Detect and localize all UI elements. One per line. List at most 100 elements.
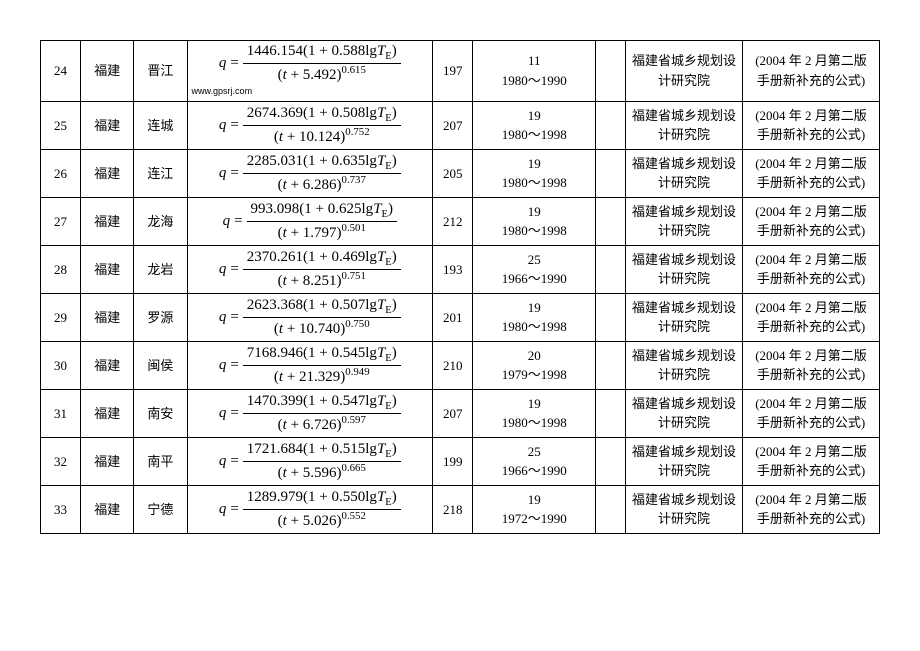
cell-city: 龙岩: [134, 245, 187, 293]
cell-city: 连城: [134, 101, 187, 149]
table-row: 25 福建 连城 q = 2674.369(1 + 0.508lgTE) (t …: [41, 101, 880, 149]
formula: q = 1470.399(1 + 0.547lgTE) (t + 6.726)0…: [192, 393, 428, 434]
denominator: (t + 5.492)0.615: [274, 64, 370, 84]
formula-table: 24 福建 晋江 q = 1446.154(1 + 0.588lgTE) (t …: [40, 40, 880, 534]
cell-index: 24: [41, 41, 81, 102]
cell-note: (2004 年 2 月第二版手册新补充的公式): [743, 197, 880, 245]
cell-index: 31: [41, 389, 81, 437]
cell-formula: q = 1721.684(1 + 0.515lgTE) (t + 5.596)0…: [187, 437, 432, 485]
equals-sign: =: [230, 258, 238, 281]
cell-note: (2004 年 2 月第二版手册新补充的公式): [743, 389, 880, 437]
numerator: 1446.154(1 + 0.588lgTE): [243, 43, 401, 64]
watermark-text: www.gpsrj.com: [192, 85, 428, 99]
cell-index: 26: [41, 149, 81, 197]
cell-index: 30: [41, 341, 81, 389]
cell-institute: 福建省城乡规划设计研究院: [625, 485, 742, 533]
cell-province: 福建: [81, 485, 134, 533]
formula-q: q: [223, 210, 231, 233]
cell-formula: q = 2285.031(1 + 0.635lgTE) (t + 6.286)0…: [187, 149, 432, 197]
equals-sign: =: [230, 498, 238, 521]
years-range: 1980～1990: [502, 73, 567, 88]
cell-index: 32: [41, 437, 81, 485]
cell-years: 19 1980～1998: [473, 149, 596, 197]
fraction: 2285.031(1 + 0.635lgTE) (t + 6.286)0.737: [243, 153, 401, 194]
years-range: 1979～1998: [502, 367, 567, 382]
formula-q: q: [219, 258, 227, 281]
years-count: 19: [528, 204, 541, 219]
equals-sign: =: [230, 402, 238, 425]
formula: q = 2370.261(1 + 0.469lgTE) (t + 8.251)0…: [192, 249, 428, 290]
cell-years: 19 1980～1998: [473, 293, 596, 341]
equals-sign: =: [234, 210, 242, 233]
numerator: 2285.031(1 + 0.635lgTE): [243, 153, 401, 174]
cell-empty: [596, 485, 626, 533]
cell-institute: 福建省城乡规划设计研究院: [625, 437, 742, 485]
denominator: (t + 1.797)0.501: [274, 222, 370, 242]
cell-province: 福建: [81, 341, 134, 389]
equals-sign: =: [230, 162, 238, 185]
cell-institute: 福建省城乡规划设计研究院: [625, 341, 742, 389]
cell-empty: [596, 41, 626, 102]
formula: q = 2623.368(1 + 0.507lgTE) (t + 10.740)…: [192, 297, 428, 338]
formula: q = 1446.154(1 + 0.588lgTE) (t + 5.492)0…: [192, 43, 428, 84]
fraction: 1289.979(1 + 0.550lgTE) (t + 5.026)0.552: [243, 489, 401, 530]
formula-q: q: [219, 450, 227, 473]
denominator: (t + 6.286)0.737: [274, 174, 370, 194]
cell-city: 连江: [134, 149, 187, 197]
cell-empty: [596, 389, 626, 437]
years-range: 1980～1998: [502, 127, 567, 142]
numerator: 1289.979(1 + 0.550lgTE): [243, 489, 401, 510]
table-row: 24 福建 晋江 q = 1446.154(1 + 0.588lgTE) (t …: [41, 41, 880, 102]
fraction: 2623.368(1 + 0.507lgTE) (t + 10.740)0.75…: [243, 297, 401, 338]
fraction: 993.098(1 + 0.625lgTE) (t + 1.797)0.501: [247, 201, 397, 242]
fraction: 2370.261(1 + 0.469lgTE) (t + 8.251)0.751: [243, 249, 401, 290]
table-row: 33 福建 宁德 q = 1289.979(1 + 0.550lgTE) (t …: [41, 485, 880, 533]
table-row: 28 福建 龙岩 q = 2370.261(1 + 0.469lgTE) (t …: [41, 245, 880, 293]
cell-province: 福建: [81, 41, 134, 102]
cell-value: 193: [433, 245, 473, 293]
denominator: (t + 6.726)0.597: [274, 414, 370, 434]
formula-q: q: [219, 52, 227, 75]
cell-province: 福建: [81, 245, 134, 293]
numerator: 2623.368(1 + 0.507lgTE): [243, 297, 401, 318]
cell-value: 199: [433, 437, 473, 485]
formula-q: q: [219, 306, 227, 329]
cell-empty: [596, 197, 626, 245]
cell-city: 宁德: [134, 485, 187, 533]
numerator: 1470.399(1 + 0.547lgTE): [243, 393, 401, 414]
years-count: 19: [528, 300, 541, 315]
cell-empty: [596, 293, 626, 341]
cell-index: 25: [41, 101, 81, 149]
years-count: 19: [528, 492, 541, 507]
equals-sign: =: [230, 306, 238, 329]
table-row: 26 福建 连江 q = 2285.031(1 + 0.635lgTE) (t …: [41, 149, 880, 197]
cell-note: (2004 年 2 月第二版手册新补充的公式): [743, 101, 880, 149]
cell-index: 27: [41, 197, 81, 245]
cell-province: 福建: [81, 197, 134, 245]
cell-value: 207: [433, 101, 473, 149]
cell-province: 福建: [81, 101, 134, 149]
cell-empty: [596, 101, 626, 149]
cell-value: 205: [433, 149, 473, 197]
cell-years: 25 1966～1990: [473, 245, 596, 293]
cell-years: 19 1972～1990: [473, 485, 596, 533]
cell-note: (2004 年 2 月第二版手册新补充的公式): [743, 245, 880, 293]
denominator: (t + 5.596)0.665: [274, 462, 370, 482]
fraction: 7168.946(1 + 0.545lgTE) (t + 21.329)0.94…: [243, 345, 401, 386]
cell-institute: 福建省城乡规划设计研究院: [625, 197, 742, 245]
cell-formula: q = 2674.369(1 + 0.508lgTE) (t + 10.124)…: [187, 101, 432, 149]
equals-sign: =: [230, 52, 238, 75]
cell-note: (2004 年 2 月第二版手册新补充的公式): [743, 293, 880, 341]
numerator: 2674.369(1 + 0.508lgTE): [243, 105, 401, 126]
fraction: 1721.684(1 + 0.515lgTE) (t + 5.596)0.665: [243, 441, 401, 482]
years-range: 1966～1990: [502, 463, 567, 478]
cell-city: 龙海: [134, 197, 187, 245]
cell-empty: [596, 245, 626, 293]
denominator: (t + 21.329)0.949: [270, 366, 374, 386]
cell-note: (2004 年 2 月第二版手册新补充的公式): [743, 341, 880, 389]
cell-value: 207: [433, 389, 473, 437]
table-row: 32 福建 南平 q = 1721.684(1 + 0.515lgTE) (t …: [41, 437, 880, 485]
fraction: 1470.399(1 + 0.547lgTE) (t + 6.726)0.597: [243, 393, 401, 434]
cell-province: 福建: [81, 149, 134, 197]
cell-city: 罗源: [134, 293, 187, 341]
